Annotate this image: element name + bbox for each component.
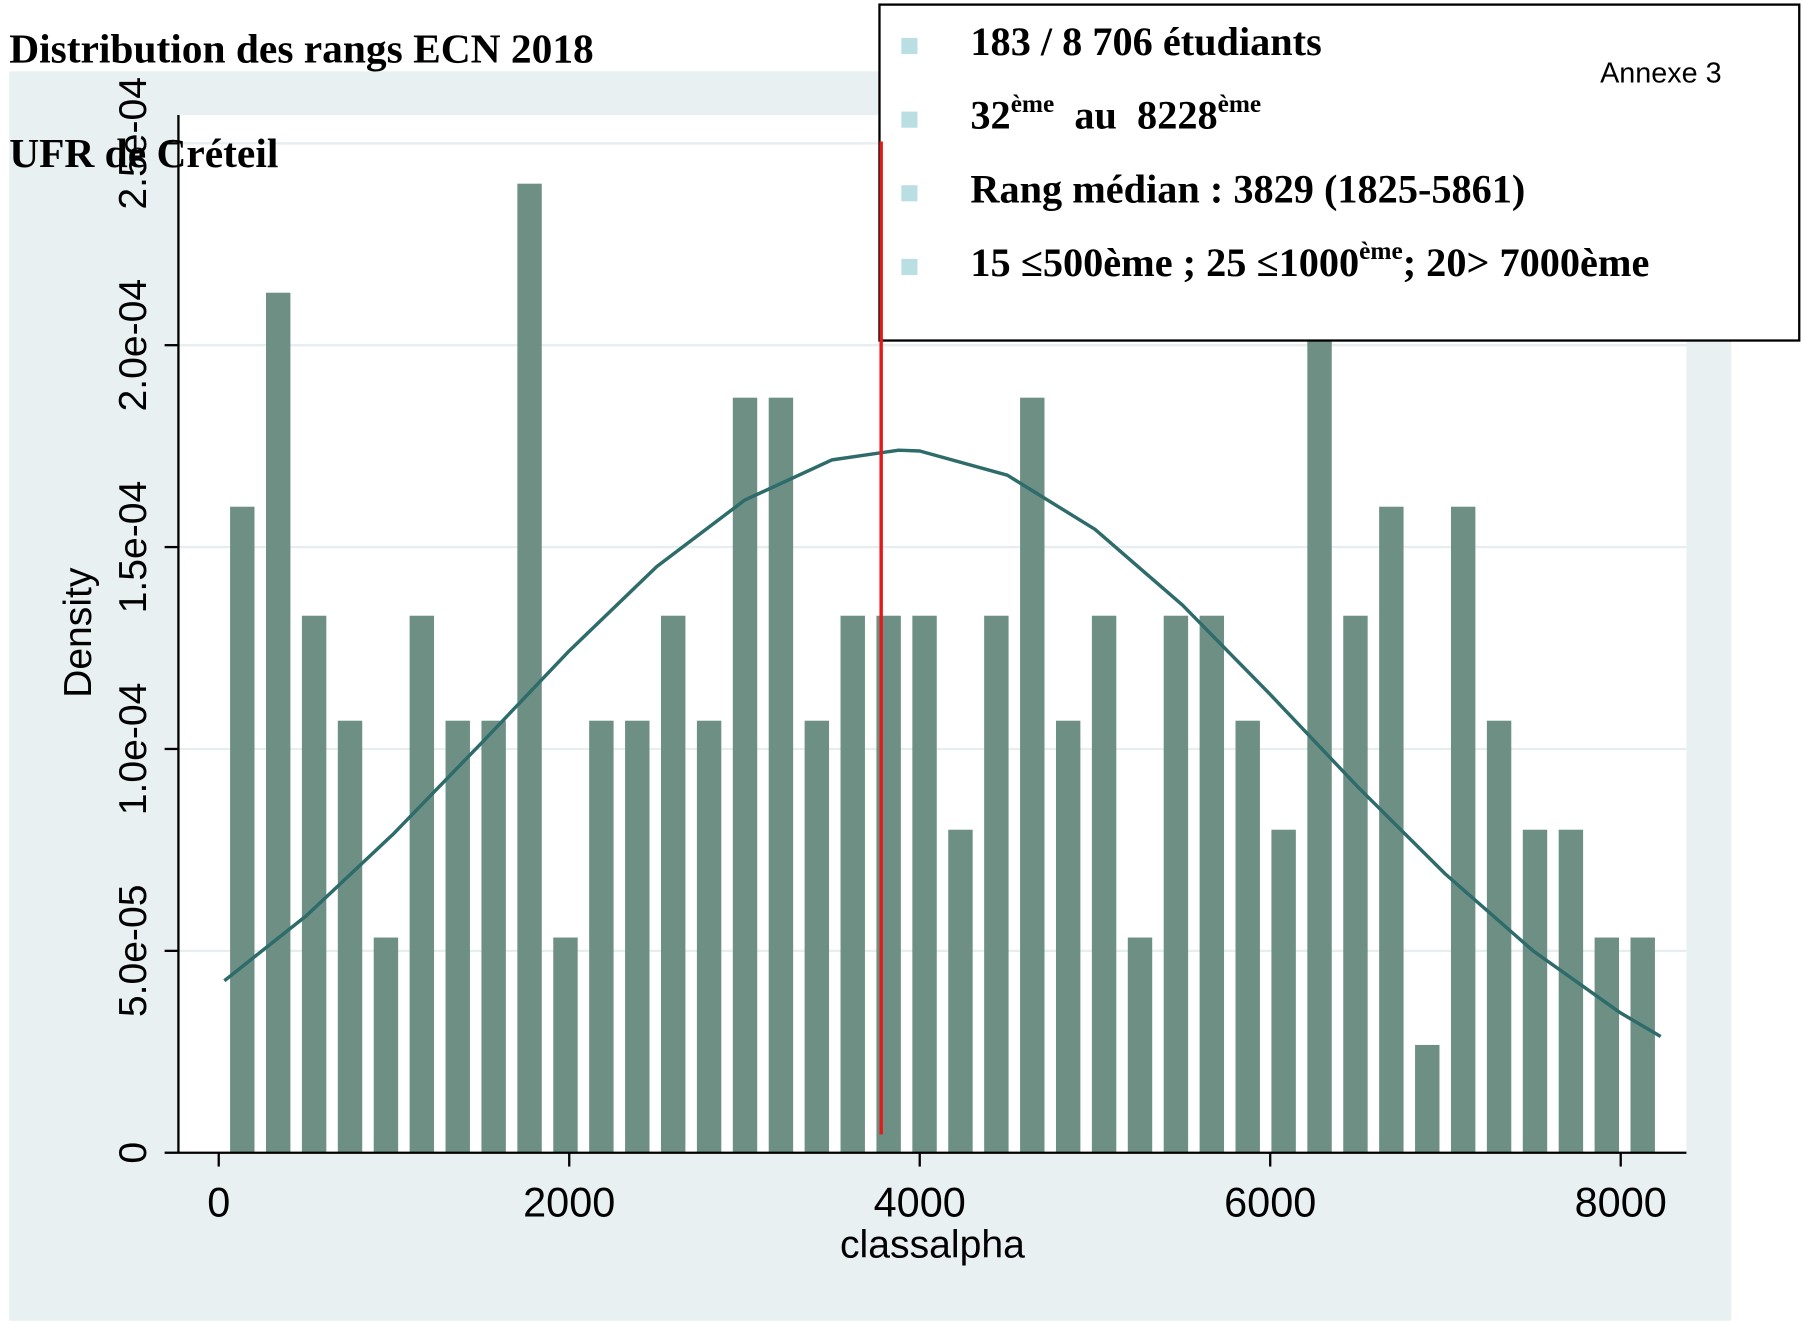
- bar: [768, 397, 794, 1153]
- bar: [840, 615, 865, 1153]
- legend-marker: [901, 185, 918, 202]
- bar: [301, 615, 327, 1153]
- bar: [1630, 937, 1655, 1153]
- legend-segment: 15 ≤500ème ; 25 ≤1000: [970, 240, 1359, 285]
- bar: [732, 397, 758, 1153]
- y-tick-label: 2.0e-04: [112, 279, 155, 412]
- superscript: ème: [1218, 90, 1262, 118]
- y-tick-label: 1.5e-04: [112, 481, 155, 614]
- bar: [1055, 720, 1081, 1153]
- bar: [589, 720, 614, 1153]
- bar: [660, 615, 686, 1153]
- superscript: ème: [1359, 237, 1403, 265]
- legend-segment: au 8228: [1054, 93, 1217, 138]
- bar: [445, 720, 470, 1153]
- bar: [948, 829, 973, 1153]
- bar: [1163, 615, 1189, 1153]
- legend-segment: ; 20> 7000ème: [1403, 240, 1650, 285]
- chart-subtitle: UFR de Créteil: [9, 130, 278, 176]
- x-axis-label: classalpha: [840, 1223, 1025, 1266]
- bar: [265, 292, 291, 1153]
- bar: [1127, 937, 1153, 1153]
- bar: [984, 615, 1009, 1153]
- ticks: 0 5.0e-05 1.0e-04 1.5e-04 2.0e-04 2.5e-04 0 200…: [112, 77, 1667, 1226]
- marks: [223, 183, 1662, 1153]
- bar: [553, 937, 578, 1153]
- x-tick-label: 2000: [523, 1180, 615, 1226]
- bar: [337, 720, 363, 1153]
- bar: [373, 937, 399, 1153]
- y-tick-label: 2.5e-04: [112, 77, 155, 210]
- chart-title: Distribution des rangs ECN 2018: [9, 25, 594, 71]
- legend-segment: 32: [970, 93, 1010, 138]
- bar: [625, 720, 650, 1153]
- bar: [1343, 615, 1368, 1153]
- x-tick-label: 0: [207, 1180, 230, 1226]
- legend-marker: [901, 37, 918, 55]
- bar: [481, 720, 506, 1153]
- legend-text: Rang médian : 3829 (1825-5861): [970, 167, 1525, 212]
- bar: [230, 506, 255, 1153]
- bar: [912, 615, 937, 1153]
- x-tick-label: 6000: [1224, 1180, 1316, 1226]
- legend-text: 183 / 8 706 étudiants: [970, 19, 1321, 64]
- legend-marker: [901, 258, 918, 275]
- legend-text: 15 ≤500ème ; 25 ≤1000ème; 20> 7000ème: [970, 237, 1649, 285]
- annotation: Annexe 3: [1600, 57, 1722, 89]
- bar: [1594, 937, 1620, 1153]
- bar: [1307, 292, 1332, 1153]
- bar: [696, 720, 722, 1153]
- bar: [1415, 1044, 1440, 1153]
- bar: [1199, 615, 1225, 1153]
- bar: [409, 615, 435, 1153]
- bar: [1091, 615, 1117, 1153]
- bar: [1020, 397, 1045, 1153]
- legend-segment: 183 / 8 706 étudiants: [970, 19, 1321, 64]
- legend-text: 32ème au 8228ème: [970, 90, 1261, 138]
- legend-marker: [901, 111, 918, 128]
- y-tick-label: 5.0e-05: [112, 885, 155, 1018]
- bar: [1450, 506, 1476, 1153]
- bar: [517, 183, 542, 1153]
- bar: [1235, 720, 1260, 1153]
- legend-box: [878, 3, 1801, 342]
- bar: [1522, 829, 1548, 1153]
- bar: [804, 720, 830, 1153]
- y-tick-label: 1.0e-04: [112, 683, 155, 816]
- bar: [1486, 720, 1512, 1153]
- y-axis-label: Density: [57, 567, 100, 698]
- x-tick-label: 8000: [1575, 1180, 1667, 1226]
- legend-segment: Rang médian : 3829 (1825-5861): [970, 167, 1525, 212]
- superscript: ème: [1011, 90, 1055, 118]
- bar: [1558, 829, 1584, 1153]
- y-tick-label: 0: [112, 1142, 155, 1164]
- x-tick-label: 4000: [874, 1180, 966, 1226]
- bar: [1271, 829, 1296, 1153]
- density-curve: [223, 448, 1662, 1038]
